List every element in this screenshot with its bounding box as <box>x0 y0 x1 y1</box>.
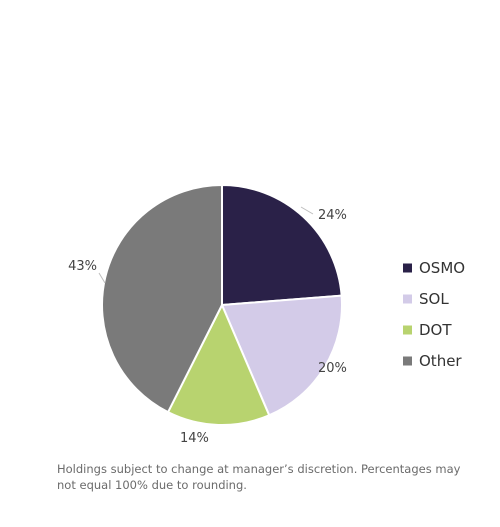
legend-swatch-osmo <box>403 263 412 273</box>
leader-line-other <box>98 272 106 284</box>
legend-label-sol: SOL <box>419 290 449 308</box>
pie-slice-other <box>101 183 223 414</box>
pie-slice-dot <box>166 302 271 426</box>
legend: OSMO SOL DOT Other <box>403 259 465 370</box>
slice-label-sol: 20% <box>318 361 347 376</box>
pie-leader-lines <box>98 206 314 284</box>
pie-slice-sol <box>220 294 343 417</box>
pie-slices <box>101 183 343 426</box>
pie-slice-labels: 24% 20% 14% 43% <box>68 208 347 446</box>
leader-line-osmo <box>300 206 314 215</box>
legend-label-other: Other <box>419 352 462 370</box>
legend-swatch-other <box>403 356 412 366</box>
slice-label-other: 43% <box>68 259 97 274</box>
footnote: Holdings subject to change at manager’s … <box>57 462 461 492</box>
pie-slice-osmo <box>221 183 343 307</box>
slice-label-osmo: 24% <box>318 208 347 223</box>
legend-label-osmo: OSMO <box>419 259 465 277</box>
legend-swatch-dot <box>403 325 412 335</box>
slice-label-dot: 14% <box>180 431 209 446</box>
legend-label-dot: DOT <box>419 321 452 339</box>
legend-swatch-sol <box>403 294 412 304</box>
